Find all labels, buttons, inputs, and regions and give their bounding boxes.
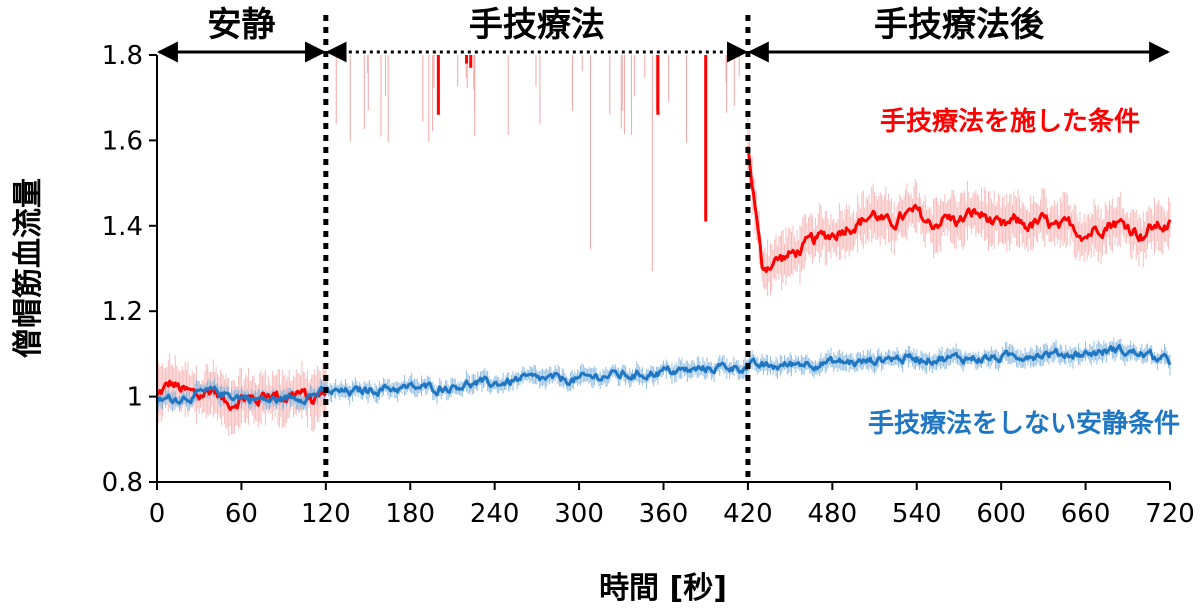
x-tick-label: 60 — [225, 499, 258, 529]
x-tick-label: 660 — [1061, 499, 1111, 529]
series-line-0 — [155, 379, 327, 412]
x-tick-label: 720 — [1145, 499, 1195, 529]
phase-label-0: 安静 — [207, 5, 275, 45]
y-tick-label: 1.8 — [102, 41, 143, 71]
y-tick-label: 1.2 — [102, 297, 143, 327]
x-tick-label: 420 — [723, 499, 773, 529]
x-axis-title: 時間 [秒] — [599, 571, 727, 606]
phase-label-1: 手技療法 — [469, 5, 605, 45]
series-label-rest: 手技療法をしない安静条件 — [868, 408, 1180, 439]
phase-annotations: 安静 手技療法 手技療法後 — [156, 5, 1171, 482]
y-tick-label: 1.4 — [102, 212, 143, 242]
x-tick-label: 180 — [385, 499, 435, 529]
series-label-with-treatment: 手技療法を施した条件 — [880, 106, 1140, 137]
x-tick-label: 540 — [892, 499, 942, 529]
phase-label-2: 手技療法後 — [874, 5, 1045, 45]
x-tick-label: 120 — [301, 499, 351, 529]
axes — [149, 54, 1171, 490]
x-tick-label: 300 — [554, 499, 604, 529]
x-tick-label: 600 — [976, 499, 1026, 529]
y-axis-title: 僧帽筋血流量 — [11, 178, 46, 358]
x-tick-label: 240 — [470, 499, 520, 529]
y-tick-label: 0.8 — [102, 468, 143, 498]
series-line-0 — [746, 146, 1172, 273]
x-tick-label: 480 — [808, 499, 858, 529]
tick-labels: 0.8 1 1.2 1.4 1.6 1.8 0 60 120 180 240 300 360 420 480… — [102, 41, 1195, 529]
y-tick-label: 1.6 — [102, 126, 143, 156]
x-tick-label: 0 — [149, 499, 166, 529]
y-tick-label: 1 — [126, 383, 143, 413]
x-tick-label: 360 — [639, 499, 689, 529]
